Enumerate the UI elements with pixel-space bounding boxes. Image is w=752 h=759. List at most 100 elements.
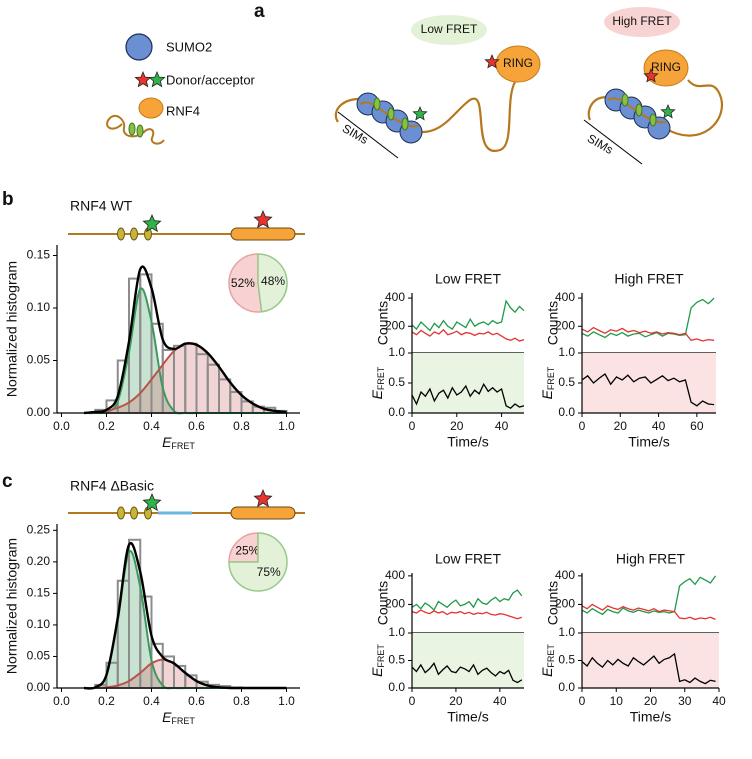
y-axis-label-sub: FRET (546, 366, 556, 390)
fluorophore (484, 53, 500, 69)
y-axis-label-main: E (539, 667, 555, 677)
y-axis-label-main: E (369, 389, 385, 399)
pie-slice (228, 253, 263, 313)
x-axis-label: Time/s (628, 434, 669, 450)
plot-background (582, 353, 716, 413)
x-axis-label-sub: FRET (171, 716, 195, 726)
y-tick-label: 400 (385, 568, 405, 582)
x-tick-label: 0.6 (188, 694, 205, 708)
ring-domain (230, 227, 296, 241)
x-axis-label-sub: FRET (171, 441, 195, 451)
y-axis-label: EFRET (539, 366, 557, 399)
panel-label: c (2, 471, 13, 492)
legend-text: Donor/acceptor (166, 72, 256, 87)
y-tick-label: 400 (555, 568, 575, 582)
panel-label: a (254, 1, 265, 22)
x-tick-label: 1.0 (278, 694, 295, 708)
plot-background (412, 633, 524, 688)
sim (130, 506, 138, 520)
pie-label: 25% (235, 544, 259, 558)
panel-title: Low FRET (435, 271, 502, 287)
y-tick-label: 0.00 (27, 405, 51, 419)
fluorophore (660, 103, 676, 119)
x-tick-label: 0 (579, 694, 586, 708)
sim (621, 93, 629, 107)
sim (387, 107, 395, 121)
x-tick-label: 20 (614, 419, 628, 433)
x-tick-label: 30 (678, 694, 692, 708)
legend-text: RNF4 (166, 103, 200, 118)
trace (411, 299, 525, 332)
ring-domain (495, 45, 541, 83)
pie-label: 52% (231, 276, 255, 290)
construct-label: RNF4 ΔBasic (70, 478, 154, 494)
y-axis-label: Normalized histogram (4, 538, 20, 674)
ring-domain (643, 49, 689, 87)
y-tick-label: 0.05 (27, 353, 51, 367)
y-tick-label: 0.10 (27, 300, 51, 314)
x-tick-label: 0.6 (188, 419, 205, 433)
y-tick-label: 0.25 (27, 522, 51, 536)
y-tick-label: 1.0 (558, 625, 575, 639)
y-tick-label: 200 (385, 597, 405, 611)
panel-label: b (2, 189, 14, 210)
y-tick-label: 0.15 (27, 248, 51, 262)
y-axis-label: EFRET (369, 366, 387, 399)
sims-line (337, 111, 399, 159)
x-tick-label: 20 (449, 694, 463, 708)
x-tick-label: 40 (712, 694, 726, 708)
trace (581, 575, 717, 616)
sim (136, 124, 144, 138)
x-tick-label: 60 (690, 419, 704, 433)
x-axis-label: Time/s (447, 434, 488, 450)
trace (581, 297, 715, 339)
y-tick-label: 1.0 (388, 345, 405, 359)
y-axis-label-sub: FRET (376, 644, 386, 668)
y-tick-label: 1.0 (388, 625, 405, 639)
y-axis-label: Counts (545, 581, 561, 625)
y-tick-label: 200 (385, 318, 405, 332)
fluorophore (148, 70, 166, 88)
sims-label: SIMs (585, 131, 616, 157)
trace (411, 382, 525, 409)
y-tick-label: 1.0 (558, 345, 575, 359)
sumo-icon (125, 33, 153, 61)
y-tick-label: 0.0 (388, 405, 405, 419)
x-axis-label: EFRET (162, 434, 195, 452)
x-tick-label: 0 (409, 419, 416, 433)
x-tick-label: 0.2 (98, 419, 115, 433)
y-tick-label: 0.5 (388, 375, 405, 389)
y-axis-label: EFRET (369, 644, 387, 677)
y-axis-label: Counts (375, 301, 391, 345)
x-tick-label: 0 (409, 694, 416, 708)
x-tick-label: 0.4 (143, 419, 160, 433)
y-axis-label: Counts (375, 581, 391, 625)
sim (635, 103, 643, 117)
trace (411, 609, 522, 620)
x-tick-label: 0.8 (233, 419, 250, 433)
pie-slice (228, 532, 288, 592)
y-tick-label: 0.5 (558, 653, 575, 667)
x-tick-label: 0.0 (53, 419, 70, 433)
trace (581, 373, 715, 407)
sim (128, 122, 136, 136)
construct-label: RNF4 WT (70, 198, 133, 214)
y-tick-label: 0.10 (27, 617, 51, 631)
trace (581, 652, 716, 685)
y-axis-label: Normalized histogram (4, 261, 20, 397)
trace (411, 589, 523, 612)
pie-slice (228, 532, 259, 563)
y-tick-label: 400 (385, 290, 405, 304)
curve-area (84, 550, 287, 689)
y-tick-label: 0.0 (558, 680, 575, 694)
state-label: Low FRET (421, 22, 478, 36)
legend-text: SUMO2 (166, 39, 212, 54)
fluorophore (253, 209, 273, 229)
trace (411, 662, 523, 684)
rnf4-icon (138, 97, 164, 119)
x-tick-label: 0 (579, 419, 586, 433)
trace (581, 603, 716, 621)
plot-background (412, 353, 524, 413)
y-axis-label: EFRET (539, 644, 557, 677)
x-axis-label-main: E (162, 434, 172, 450)
